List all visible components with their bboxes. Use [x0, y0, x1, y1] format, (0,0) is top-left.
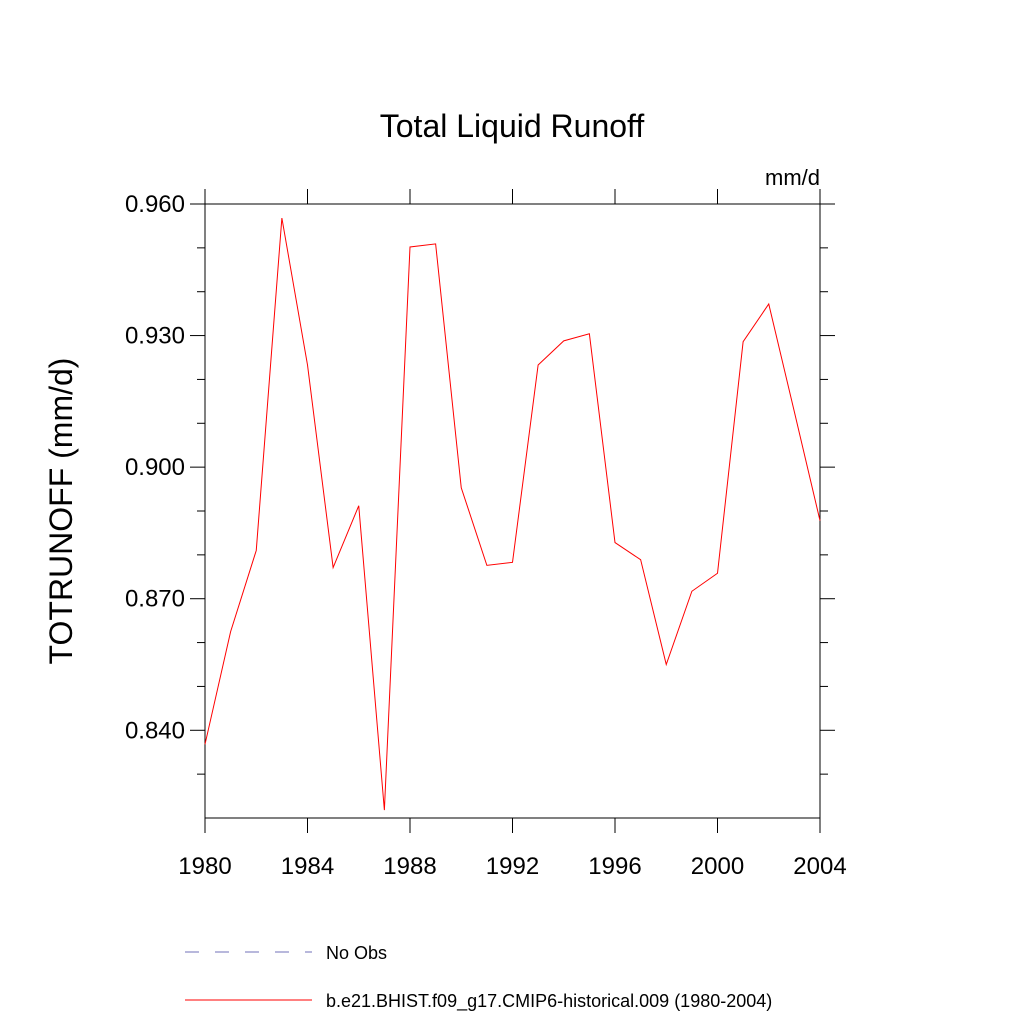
y-tick-label: 0.870 [125, 586, 185, 613]
y-tick-label: 0.900 [125, 454, 185, 481]
data-line [204, 217, 821, 811]
x-tick-label: 2000 [691, 853, 744, 880]
x-tick-label: 1984 [281, 853, 334, 880]
units-label: mm/d [765, 165, 820, 190]
x-tick-label: 2004 [793, 853, 846, 880]
legend-label: No Obs [326, 943, 387, 963]
x-tick-label: 1992 [486, 853, 539, 880]
x-tick-label: 1980 [178, 853, 231, 880]
legend-label: b.e21.BHIST.f09_g17.CMIP6-historical.009… [326, 991, 772, 1012]
y-tick-label: 0.930 [125, 323, 185, 350]
x-tick-label: 1988 [383, 853, 436, 880]
chart-title: Total Liquid Runoff [380, 108, 645, 144]
y-axis-label: TOTRUNOFF (mm/d) [43, 358, 79, 665]
y-tick-label: 0.960 [125, 191, 185, 218]
plot-frame [204, 203, 821, 819]
y-tick-label: 0.840 [125, 717, 185, 744]
x-tick-label: 1996 [588, 853, 641, 880]
